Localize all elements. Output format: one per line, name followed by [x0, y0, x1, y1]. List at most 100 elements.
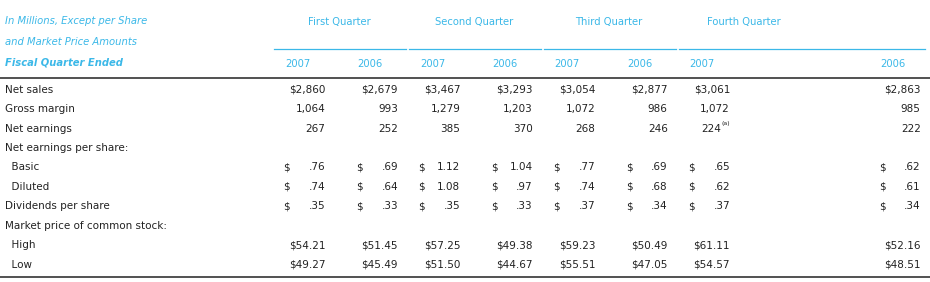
Text: $49.27: $49.27 [289, 260, 326, 270]
Text: First Quarter: First Quarter [308, 17, 371, 27]
Text: .69: .69 [651, 162, 668, 172]
Text: $: $ [356, 162, 363, 172]
Text: $: $ [626, 162, 632, 172]
Text: 2007: 2007 [419, 59, 445, 69]
Text: $: $ [491, 201, 498, 211]
Text: 2007: 2007 [689, 59, 715, 69]
Text: $51.45: $51.45 [362, 240, 398, 250]
Text: 268: 268 [576, 124, 595, 133]
Text: .37: .37 [578, 201, 595, 211]
Text: $: $ [284, 182, 290, 192]
Text: 2006: 2006 [880, 59, 906, 69]
Text: $57.25: $57.25 [424, 240, 460, 250]
Text: 370: 370 [513, 124, 533, 133]
Text: $: $ [626, 182, 632, 192]
Text: $: $ [418, 201, 425, 211]
Text: Basic: Basic [5, 162, 39, 172]
Text: $: $ [284, 201, 290, 211]
Text: $: $ [626, 201, 632, 211]
Text: $: $ [491, 162, 498, 172]
Text: $54.57: $54.57 [694, 260, 730, 270]
Text: $: $ [688, 162, 695, 172]
Text: .76: .76 [309, 162, 325, 172]
Text: 1,279: 1,279 [431, 104, 460, 114]
Text: .34: .34 [651, 201, 668, 211]
Text: 985: 985 [901, 104, 921, 114]
Text: Net earnings: Net earnings [5, 124, 72, 133]
Text: 1.04: 1.04 [510, 162, 533, 172]
Text: $47.05: $47.05 [631, 260, 668, 270]
Text: $55.51: $55.51 [559, 260, 595, 270]
Text: $: $ [879, 201, 885, 211]
Text: $52.16: $52.16 [884, 240, 921, 250]
Text: 1,072: 1,072 [700, 104, 730, 114]
Text: 2006: 2006 [492, 59, 518, 69]
Text: .62: .62 [713, 182, 730, 192]
Text: .77: .77 [578, 162, 595, 172]
Text: 385: 385 [441, 124, 460, 133]
Text: .34: .34 [904, 201, 921, 211]
Text: 2007: 2007 [554, 59, 580, 69]
Text: $3,293: $3,293 [497, 85, 533, 94]
Text: $: $ [879, 182, 885, 192]
Text: $: $ [491, 182, 498, 192]
Text: $: $ [356, 182, 363, 192]
Text: $: $ [418, 182, 425, 192]
Text: .37: .37 [713, 201, 730, 211]
Text: .97: .97 [516, 182, 533, 192]
Text: $: $ [553, 201, 560, 211]
Text: Second Quarter: Second Quarter [435, 17, 513, 27]
Text: $: $ [284, 162, 290, 172]
Text: .35: .35 [309, 201, 325, 211]
Text: $59.23: $59.23 [559, 240, 595, 250]
Text: .35: .35 [444, 201, 460, 211]
Text: High: High [5, 240, 35, 250]
Text: $50.49: $50.49 [631, 240, 668, 250]
Text: $: $ [553, 182, 560, 192]
Text: 2007: 2007 [285, 59, 311, 69]
Text: .69: .69 [381, 162, 398, 172]
Text: Third Quarter: Third Quarter [576, 17, 643, 27]
Text: $2,679: $2,679 [362, 85, 398, 94]
Text: $: $ [553, 162, 560, 172]
Text: $2,860: $2,860 [289, 85, 326, 94]
Text: Fiscal Quarter Ended: Fiscal Quarter Ended [5, 58, 123, 68]
Text: $45.49: $45.49 [362, 260, 398, 270]
Text: $3,061: $3,061 [694, 85, 730, 94]
Text: 986: 986 [648, 104, 668, 114]
Text: 1,072: 1,072 [565, 104, 595, 114]
Text: $51.50: $51.50 [424, 260, 460, 270]
Text: 1.08: 1.08 [437, 182, 460, 192]
Text: .68: .68 [651, 182, 668, 192]
Text: 1,064: 1,064 [296, 104, 326, 114]
Text: $48.51: $48.51 [884, 260, 921, 270]
Text: $44.67: $44.67 [497, 260, 533, 270]
Text: .33: .33 [516, 201, 533, 211]
Text: 2006: 2006 [627, 59, 653, 69]
Text: and Market Price Amounts: and Market Price Amounts [5, 37, 137, 47]
Text: In Millions, Except per Share: In Millions, Except per Share [5, 16, 147, 25]
Text: Net earnings per share:: Net earnings per share: [5, 143, 128, 153]
Text: 1,203: 1,203 [503, 104, 533, 114]
Text: Dividends per share: Dividends per share [5, 201, 110, 211]
Text: 267: 267 [306, 124, 326, 133]
Text: .33: .33 [381, 201, 398, 211]
Text: 1.12: 1.12 [437, 162, 460, 172]
Text: $3,054: $3,054 [559, 85, 595, 94]
Text: Market price of common stock:: Market price of common stock: [5, 221, 166, 231]
Text: $3,467: $3,467 [424, 85, 460, 94]
Text: .74: .74 [309, 182, 325, 192]
Text: $: $ [688, 182, 695, 192]
Text: $: $ [356, 201, 363, 211]
Text: .62: .62 [904, 162, 921, 172]
Text: Fourth Quarter: Fourth Quarter [707, 17, 781, 27]
Text: $: $ [879, 162, 885, 172]
Text: $2,863: $2,863 [884, 85, 921, 94]
Text: Net sales: Net sales [5, 85, 53, 94]
Text: $: $ [688, 201, 695, 211]
Text: $: $ [418, 162, 425, 172]
Text: $61.11: $61.11 [694, 240, 730, 250]
Text: Gross margin: Gross margin [5, 104, 74, 114]
Text: .61: .61 [904, 182, 921, 192]
Text: 2006: 2006 [357, 59, 383, 69]
